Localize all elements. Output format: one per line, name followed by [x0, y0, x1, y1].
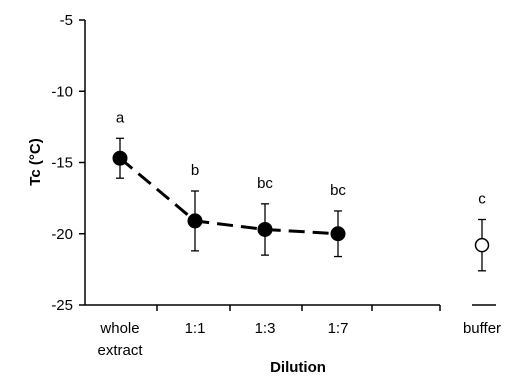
labels-layer: -5 -10 -15 -20 -25 whole extract 1:1 1:3 1:7 buffe…	[51, 12, 501, 359]
x-tick-label: buffer	[463, 320, 501, 337]
data-point	[330, 226, 346, 242]
y-tick-label: -5	[60, 12, 73, 29]
y-axis-title: Tc (°C)	[27, 138, 44, 185]
data-point	[187, 213, 203, 229]
significance-label: bc	[257, 175, 273, 192]
significance-label: b	[191, 162, 199, 179]
x-tick-label: 1:3	[255, 320, 276, 337]
x-tick-label: 1:7	[328, 320, 349, 337]
x-axis-title: Dilution	[270, 359, 326, 376]
data-point	[257, 221, 273, 237]
x-tick-label: whole	[99, 320, 139, 337]
significance-label: c	[478, 191, 486, 208]
significance-label: a	[116, 109, 125, 126]
x-tick-label: extract	[97, 342, 143, 359]
y-tick-label: -15	[51, 155, 73, 172]
data-point-open	[474, 237, 490, 253]
series-line	[119, 157, 339, 236]
y-tick-label: -25	[51, 297, 73, 314]
y-tick-label: -20	[51, 226, 73, 243]
data-point	[112, 150, 128, 166]
x-tick-label: 1:1	[185, 320, 206, 337]
significance-label: bc	[330, 182, 346, 199]
y-tick-label: -10	[51, 83, 73, 100]
axes-layer	[79, 19, 496, 311]
series-layer	[112, 137, 490, 272]
